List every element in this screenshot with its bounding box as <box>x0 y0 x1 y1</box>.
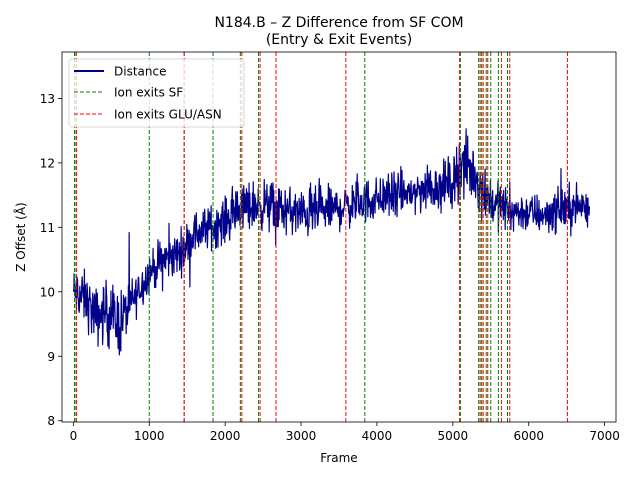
chart-subtitle: (Entry & Exit Events) <box>266 32 412 48</box>
y-tick-label: 11 <box>40 221 55 235</box>
series-distance-line <box>72 128 591 356</box>
chart-title: N184.B – Z Difference from SF COM <box>214 15 463 31</box>
plot-frame <box>61 51 617 423</box>
events-layer <box>74 52 568 422</box>
legend-box <box>68 58 245 128</box>
x-tick-label: 4000 <box>362 429 393 443</box>
x-tick-label: 7000 <box>589 429 620 443</box>
y-tick-label: 12 <box>40 156 55 170</box>
series-layer <box>72 128 591 356</box>
y-axis: 8 9 10 11 12 13 <box>40 92 62 428</box>
legend-label-distance: Distance <box>114 65 166 79</box>
legend-label-ion-exits-glu-asn: Ion exits GLU/ASN <box>114 108 222 122</box>
plot-area <box>72 52 591 422</box>
x-tick-label: 1000 <box>134 429 165 443</box>
legend-label-ion-exits-sf: Ion exits SF <box>114 86 183 100</box>
x-tick-label: 3000 <box>286 429 317 443</box>
y-tick-label: 9 <box>47 350 55 364</box>
x-axis-label: Frame <box>320 451 357 465</box>
legend: Distance Ion exits SF Ion exits GLU/ASN <box>68 58 245 128</box>
x-tick-label: 2000 <box>210 429 241 443</box>
y-tick-label: 8 <box>47 414 55 428</box>
x-axis: 0 1000 2000 3000 4000 5000 6000 7000 <box>70 422 620 443</box>
x-tick-label: 5000 <box>438 429 469 443</box>
x-tick-label: 0 <box>70 429 78 443</box>
x-tick-label: 6000 <box>513 429 544 443</box>
y-axis-label: Z Offset (Å) <box>13 202 28 271</box>
y-tick-label: 10 <box>40 285 55 299</box>
y-tick-label: 13 <box>40 92 55 106</box>
